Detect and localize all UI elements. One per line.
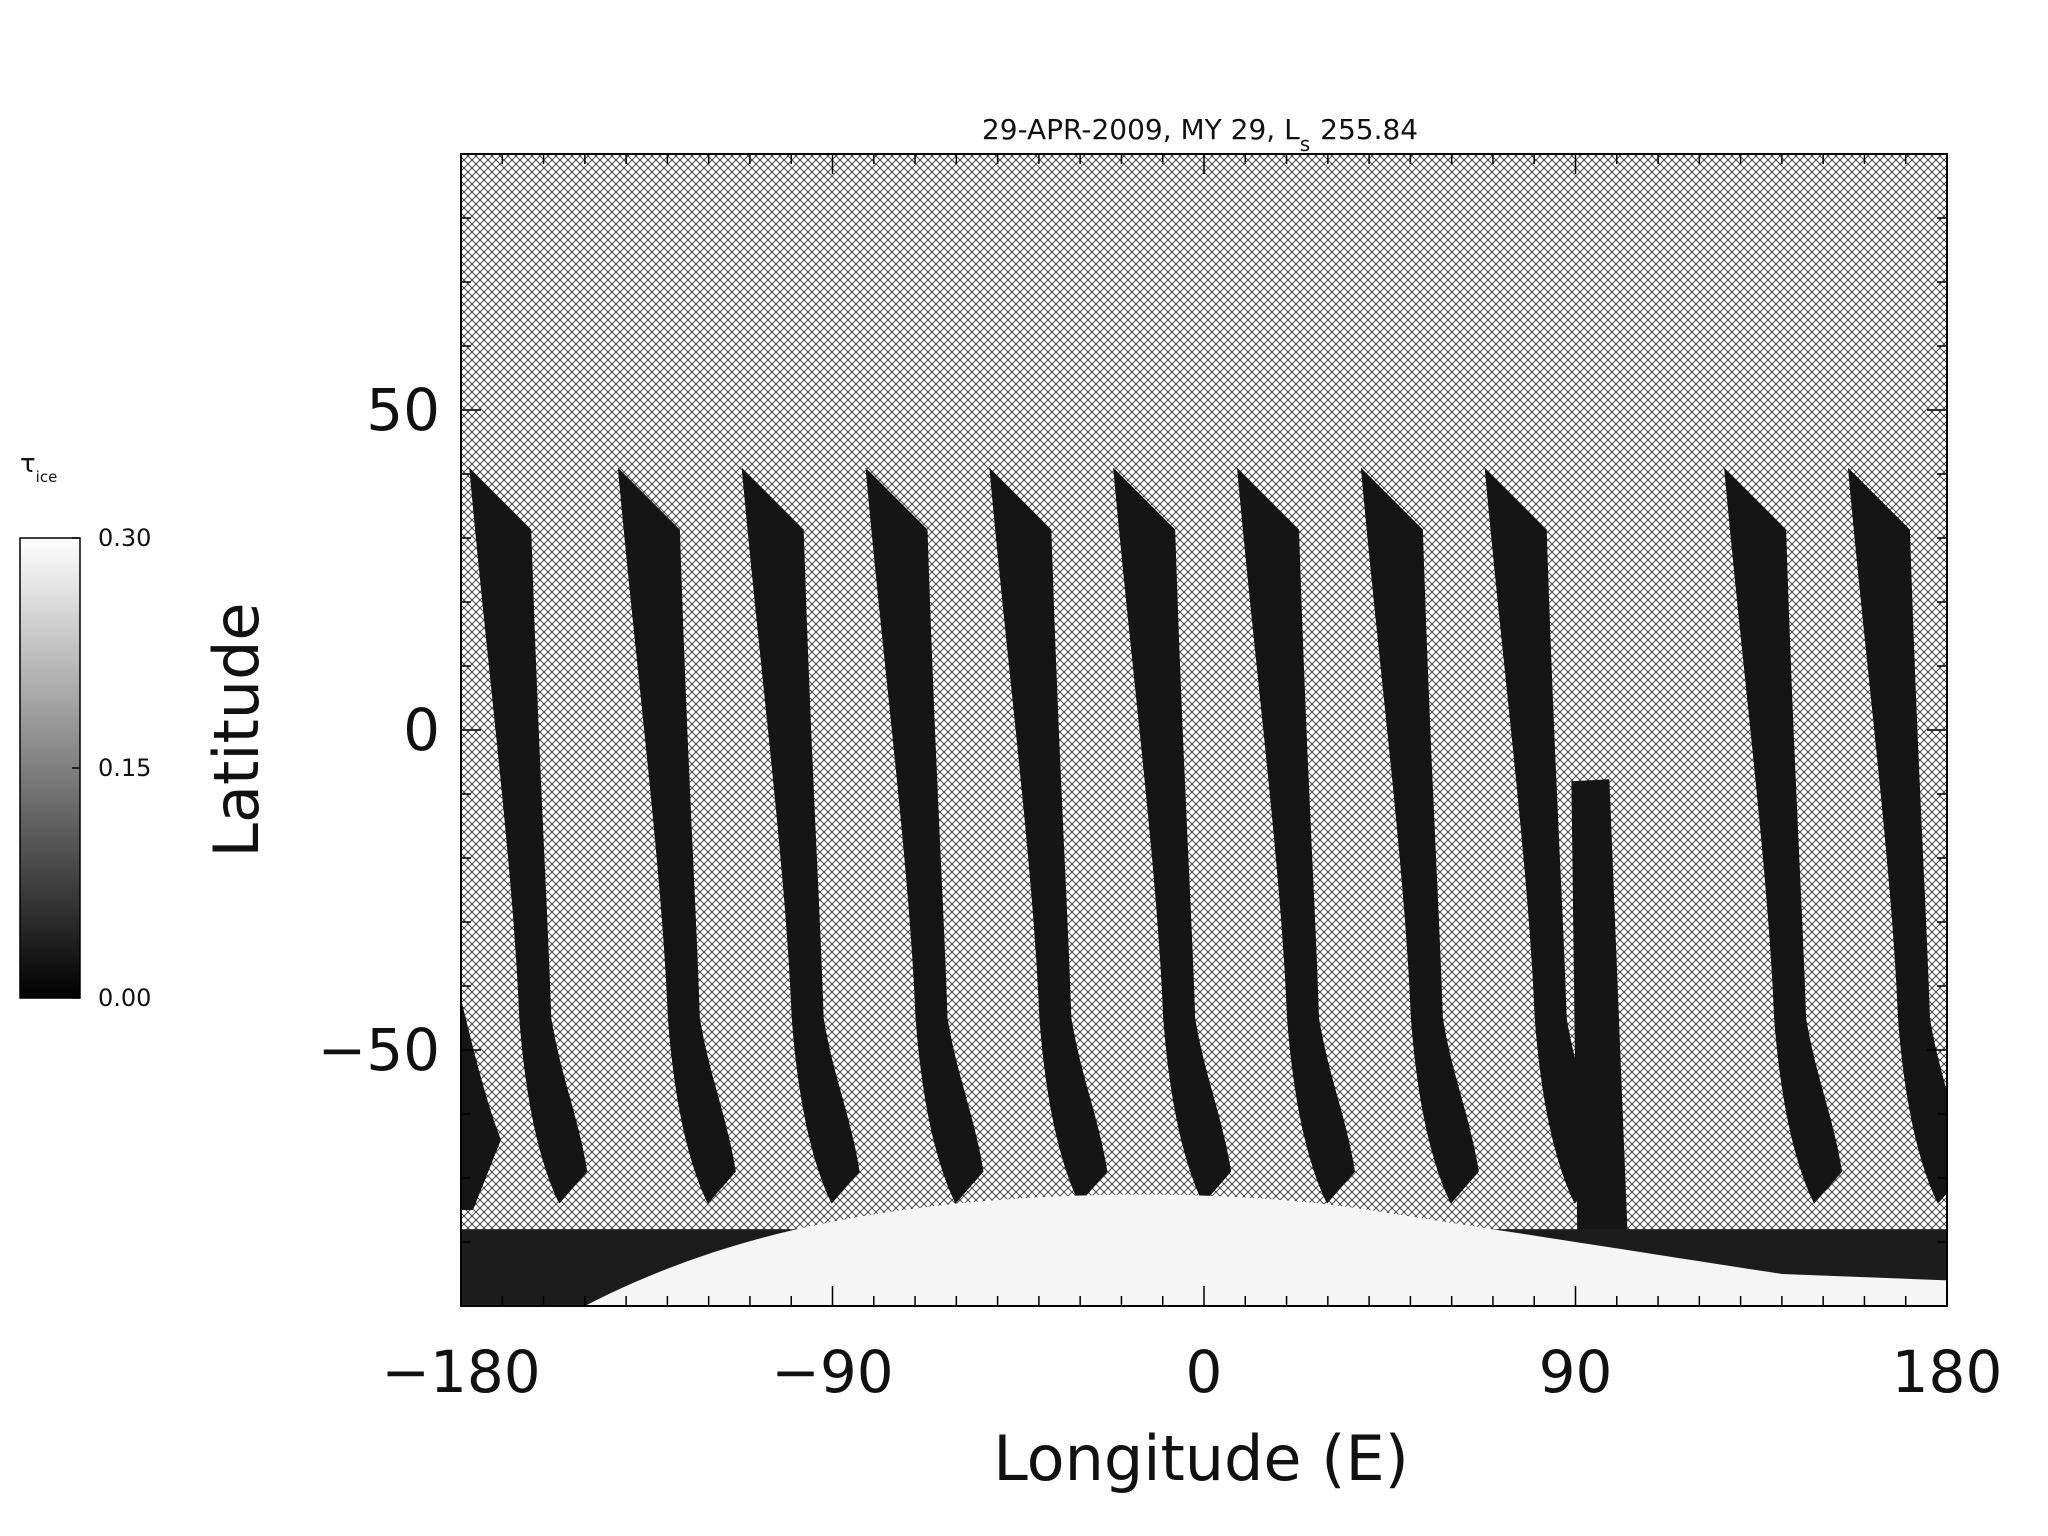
colorbar-gradient	[19, 537, 81, 999]
colorbar-label-subscript: ice	[36, 468, 58, 486]
x-tick-label: −90	[771, 1338, 893, 1406]
swath-5	[989, 467, 1108, 1204]
x-tick-label: 0	[1186, 1338, 1223, 1406]
swath-4	[865, 467, 984, 1204]
x-tick-label: 90	[1539, 1338, 1613, 1406]
chart-title-subscript: s	[1300, 132, 1310, 156]
colorbar-tick-label: 0.15	[98, 754, 151, 782]
y-tick-label: 0	[403, 696, 440, 764]
colorbar: τice 0.00 0.15 0.30	[19, 449, 151, 1012]
y-axis-label: Latitude	[200, 602, 273, 857]
colorbar-label: τice	[20, 449, 57, 486]
swath-10	[1571, 779, 1628, 1242]
x-tick-labels: −180 −90 0 90 180	[381, 1338, 2002, 1406]
polar-ice-region	[584, 1194, 1947, 1306]
colorbar-tick-label: 0.00	[98, 984, 151, 1012]
plot-area	[461, 154, 2048, 1306]
swath-11	[1724, 467, 1843, 1204]
x-tick-label: −180	[381, 1338, 540, 1406]
swath-3	[741, 467, 860, 1204]
swath-edge	[461, 998, 501, 1210]
swath-12	[1847, 467, 1947, 1204]
swath-1	[469, 467, 588, 1204]
chart-title: 29-APR-2009, MY 29, Ls 255.84	[982, 113, 1418, 156]
swath-6	[1113, 467, 1232, 1204]
axis-ticks	[460, 153, 1948, 1306]
x-tick-label: 180	[1892, 1338, 2003, 1406]
x-axis-label: Longitude (E)	[993, 1422, 1409, 1495]
y-tick-labels: −50 0 50	[318, 376, 440, 1084]
swath-2	[617, 467, 736, 1204]
y-tick-label: −50	[318, 1016, 440, 1084]
y-tick-label: 50	[366, 376, 440, 444]
chart-title-value: 255.84	[1320, 113, 1418, 146]
swath-9	[1484, 467, 1603, 1204]
swath-8	[1360, 467, 1479, 1204]
colorbar-tick-label: 0.30	[98, 524, 151, 552]
swath-7	[1237, 467, 1356, 1204]
swath-13	[1972, 468, 2048, 1204]
colorbar-ticks: 0.00 0.15 0.30	[72, 524, 151, 1012]
